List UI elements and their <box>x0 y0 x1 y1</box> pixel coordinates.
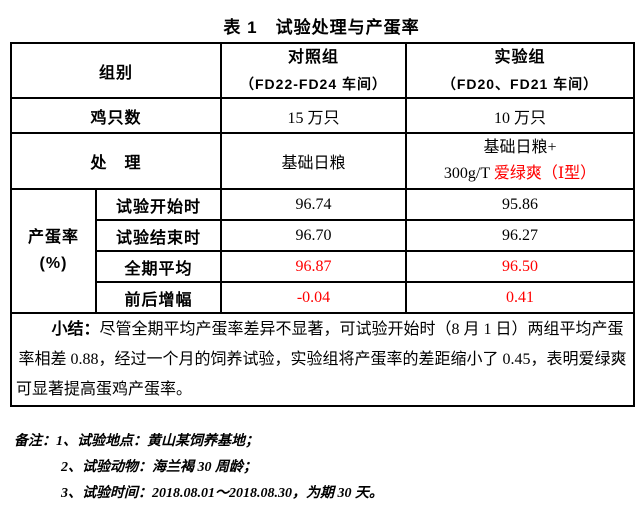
rate-average-control-value: 96.87 <box>220 250 408 283</box>
control-group-name: 对照组 <box>288 48 340 66</box>
treatment-experimental-value: 基础日粮+ 300g/T 爱绿爽（Ⅰ型） <box>405 132 636 190</box>
rate-end-label: 试验结束时 <box>94 219 223 252</box>
experimental-group-detail: （FD20、FD21 车间） <box>441 75 599 92</box>
chicken-count-experimental-value: 10 万只 <box>405 97 636 134</box>
product-name-red-text: 爱绿爽（Ⅰ型） <box>493 165 597 182</box>
table-row-header: 组别 对照组 （FD22-FD24 车间） 实验组 （FD20、FD21 车间） <box>9 42 636 99</box>
treatment-control-value: 基础日粮 <box>220 132 408 190</box>
rate-end-experimental-value: 96.27 <box>405 219 636 252</box>
page-title: 表 1 试验处理与产蛋率 <box>223 18 420 37</box>
table-row-chicken-count: 鸡只数 15 万只 10 万只 <box>9 97 636 134</box>
egg-rate-merged-label: 产蛋率 (%) <box>10 188 97 314</box>
footnotes: 备注：1、试验地点：黄山某饲养基地； 2、试验动物：海兰褐 30 周龄； 3、试… <box>14 429 643 507</box>
table-row-rate-end: 试验结束时 96.70 96.27 <box>11 219 636 252</box>
table-row-summary: 小结：尽管全期平均产蛋率差异不显著，可试验开始时（8 月 1 日）两组平均产蛋率… <box>9 312 636 407</box>
summary-text: 尽管全期平均产蛋率差异不显著，可试验开始时（8 月 1 日）两组平均产蛋率相差 … <box>16 320 627 398</box>
rate-average-label: 全期平均 <box>94 250 223 283</box>
rate-change-control-value: -0.04 <box>220 281 408 314</box>
rate-change-label: 前后增幅 <box>94 281 223 314</box>
footnote-line-1: 备注：1、试验地点：黄山某饲养基地； <box>14 434 259 449</box>
chicken-count-label: 鸡只数 <box>9 97 223 134</box>
rate-start-control-value: 96.74 <box>220 188 408 221</box>
treatment-experimental-line2: 300g/T 爱绿爽（Ⅰ型） <box>443 165 597 182</box>
rate-end-control-value: 96.70 <box>220 219 408 252</box>
table-row-rate-change: 前后增幅 -0.04 0.41 <box>11 281 636 314</box>
summary-label: 小结： <box>51 320 100 338</box>
table-row-rate-average: 全期平均 96.87 96.50 <box>11 250 636 283</box>
header-group-cell: 组别 <box>9 42 223 99</box>
experiment-results-table: 组别 对照组 （FD22-FD24 车间） 实验组 （FD20、FD21 车间）… <box>9 42 636 407</box>
summary-cell: 小结：尽管全期平均产蛋率差异不显著，可试验开始时（8 月 1 日）两组平均产蛋率… <box>9 312 636 407</box>
footnote-line-2: 2、试验动物：海兰褐 30 周龄； <box>61 460 257 475</box>
rate-start-experimental-value: 95.86 <box>405 188 636 221</box>
treatment-label: 处 理 <box>9 132 223 190</box>
header-experimental-cell: 实验组 （FD20、FD21 车间） <box>405 42 636 99</box>
header-control-cell: 对照组 （FD22-FD24 车间） <box>220 42 408 99</box>
rate-change-experimental-value: 0.41 <box>405 281 636 314</box>
footnote-line-3: 3、试验时间：2018.08.01～2018.08.30，为期 30 天。 <box>61 486 383 501</box>
rate-start-label: 试验开始时 <box>94 188 223 221</box>
treatment-experimental-line1: 基础日粮+ <box>483 139 557 156</box>
chicken-count-control-value: 15 万只 <box>220 97 408 134</box>
table-row-treatment: 处 理 基础日粮 基础日粮+ 300g/T 爱绿爽（Ⅰ型） <box>9 132 636 190</box>
footnote-label: 备注： <box>14 434 56 449</box>
rate-average-experimental-value: 96.50 <box>405 250 636 283</box>
experimental-group-name: 实验组 <box>494 48 546 66</box>
control-group-detail: （FD22-FD24 车间） <box>240 75 388 92</box>
table-row-rate-start: 产蛋率 (%) 试验开始时 96.74 95.86 <box>10 188 636 314</box>
